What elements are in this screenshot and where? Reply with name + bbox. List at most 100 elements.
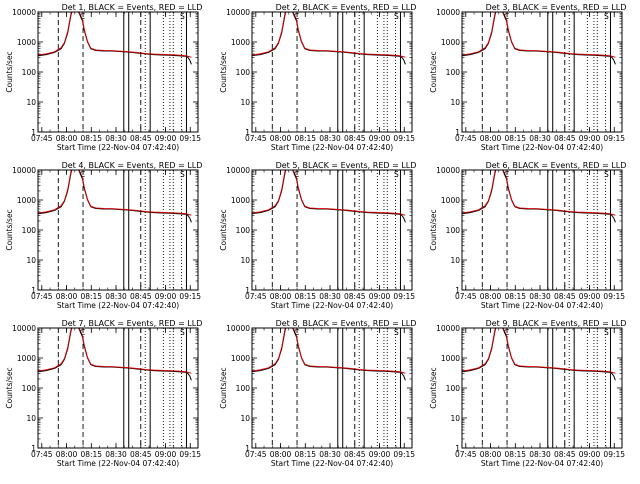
- y-tick-label: 1: [455, 444, 460, 453]
- x-tick-label: 08:30: [529, 450, 551, 459]
- plot-frame: [251, 11, 413, 133]
- y-tick-label: 100: [236, 226, 251, 235]
- plot-frame: [37, 327, 199, 449]
- x-tick-label: 07:45: [455, 292, 477, 301]
- x-tick-label: 09:00: [155, 134, 177, 143]
- events-rate-line: [252, 170, 406, 223]
- events-rate-line: [38, 12, 192, 65]
- y-tick-label: 10: [450, 256, 460, 265]
- y-tick-label: 100: [446, 68, 461, 77]
- events-rate-line: [252, 12, 406, 65]
- y-axis-label: Counts/sec: [219, 51, 228, 92]
- y-axis-label: Counts/sec: [5, 209, 14, 250]
- x-tick-label: 09:15: [603, 134, 625, 143]
- x-tick-label: 08:30: [105, 134, 127, 143]
- x-tick-label: 08:45: [554, 134, 576, 143]
- x-axis-label: Start Time (22-Nov-04 07:42:40): [271, 301, 393, 310]
- x-tick-label: 07:45: [455, 134, 477, 143]
- x-tick-label: 09:15: [393, 450, 415, 459]
- panel-title: Det 4, BLACK = Events, RED = LLD: [62, 161, 203, 170]
- x-tick-label: 08:45: [554, 450, 576, 459]
- y-tick-label: 10000: [226, 324, 250, 333]
- detector-panel: C S 1 10 100 1000 10000 07:45 08:00 08:15 08:30 08:…: [219, 3, 416, 152]
- y-tick-label: 10: [240, 256, 250, 265]
- x-axis-label: Start Time (22-Nov-04 07:42:40): [481, 459, 603, 468]
- annotation-c: C: [294, 12, 299, 21]
- annotation-c: C: [80, 170, 85, 179]
- x-tick-label: 07:45: [31, 292, 53, 301]
- y-axis-label: Counts/sec: [219, 209, 228, 250]
- y-tick-label: 10000: [226, 8, 250, 17]
- x-tick-label: 08:45: [344, 134, 366, 143]
- y-axis-label: Counts/sec: [5, 367, 14, 408]
- annotation-s: S: [394, 12, 399, 21]
- events-rate-line: [38, 328, 192, 381]
- events-rate-line: [462, 328, 616, 381]
- x-tick-label: 07:45: [245, 134, 267, 143]
- plot-frame: [251, 169, 413, 291]
- y-tick-label: 1: [455, 128, 460, 137]
- panel-title: Det 5, BLACK = Events, RED = LLD: [276, 161, 417, 170]
- y-tick-label: 1000: [441, 196, 460, 205]
- y-tick-label: 10000: [226, 166, 250, 175]
- y-tick-label: 10: [26, 414, 36, 423]
- x-tick-label: 08:15: [504, 292, 526, 301]
- x-axis-label: Start Time (22-Nov-04 07:42:40): [57, 459, 179, 468]
- y-tick-label: 10000: [12, 8, 36, 17]
- x-tick-label: 09:00: [369, 134, 391, 143]
- lld-rate-line: [462, 170, 616, 216]
- x-tick-label: 09:15: [603, 292, 625, 301]
- x-tick-label: 08:45: [554, 292, 576, 301]
- x-axis-label: Start Time (22-Nov-04 07:42:40): [481, 301, 603, 310]
- x-tick-label: 08:00: [270, 134, 292, 143]
- x-tick-label: 07:45: [245, 292, 267, 301]
- x-tick-label: 08:45: [130, 292, 152, 301]
- detector-panel: C S 1 10 100 1000 10000 07:45 08:00 08:15 08:30 08:…: [219, 161, 416, 310]
- annotation-c: C: [80, 12, 85, 21]
- y-axis-label: Counts/sec: [429, 51, 438, 92]
- y-axis-label: Counts/sec: [429, 209, 438, 250]
- x-tick-label: 08:15: [504, 134, 526, 143]
- annotation-s: S: [180, 328, 185, 337]
- lld-rate-line: [38, 170, 192, 216]
- lld-rate-line: [462, 12, 616, 58]
- lld-rate-line: [462, 328, 616, 374]
- annotation-c: C: [294, 328, 299, 337]
- y-tick-label: 1: [31, 128, 36, 137]
- x-tick-label: 08:00: [270, 292, 292, 301]
- x-tick-label: 09:15: [393, 134, 415, 143]
- x-tick-label: 08:45: [130, 134, 152, 143]
- x-axis-label: Start Time (22-Nov-04 07:42:40): [481, 143, 603, 152]
- x-tick-label: 09:00: [579, 134, 601, 143]
- events-rate-line: [38, 170, 192, 223]
- x-axis-label: Start Time (22-Nov-04 07:42:40): [271, 459, 393, 468]
- plot-frame: [461, 11, 623, 133]
- detector-panel: C S 1 10 100 1000 10000 07:45 08:00 08:15 08:30 08:…: [429, 161, 626, 310]
- y-tick-label: 10000: [12, 324, 36, 333]
- x-tick-label: 09:15: [179, 134, 201, 143]
- annotation-c: C: [504, 170, 509, 179]
- y-tick-label: 1: [31, 286, 36, 295]
- lld-rate-line: [252, 170, 406, 216]
- y-tick-label: 10000: [436, 324, 460, 333]
- y-tick-label: 1000: [17, 354, 36, 363]
- x-tick-label: 07:45: [245, 450, 267, 459]
- y-tick-label: 1000: [231, 38, 250, 47]
- y-tick-label: 10: [450, 414, 460, 423]
- x-tick-label: 09:00: [579, 450, 601, 459]
- plot-frame: [461, 327, 623, 449]
- x-tick-label: 09:15: [393, 292, 415, 301]
- y-tick-label: 1: [245, 444, 250, 453]
- panel-title: Det 3, BLACK = Events, RED = LLD: [486, 3, 627, 12]
- y-tick-label: 10: [26, 98, 36, 107]
- annotation-s: S: [394, 170, 399, 179]
- panel-title: Det 7, BLACK = Events, RED = LLD: [62, 319, 203, 328]
- x-tick-label: 09:00: [155, 292, 177, 301]
- y-tick-label: 10000: [12, 166, 36, 175]
- detector-panel: C S 1 10 100 1000 10000 07:45 08:00 08:15 08:30 08:…: [5, 3, 202, 152]
- y-tick-label: 100: [236, 384, 251, 393]
- panel-title: Det 9, BLACK = Events, RED = LLD: [486, 319, 627, 328]
- x-tick-label: 08:30: [319, 450, 341, 459]
